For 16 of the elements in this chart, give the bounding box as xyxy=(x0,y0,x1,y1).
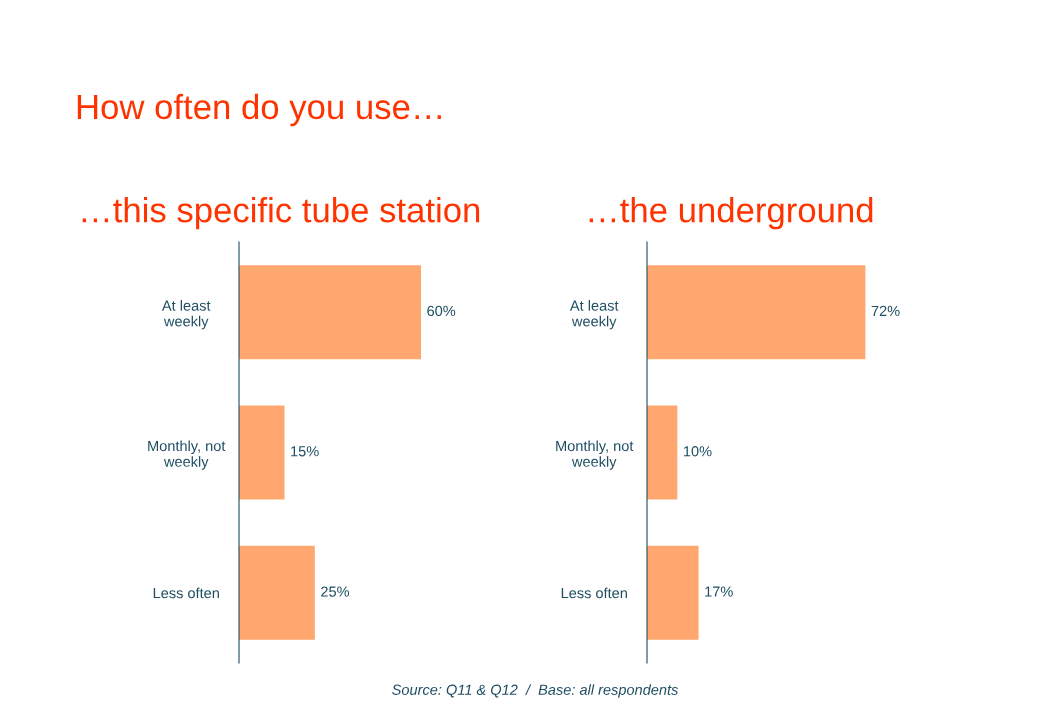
y-tick-label: Less often xyxy=(561,587,627,599)
data-label: 10% xyxy=(684,446,712,457)
data-label: 60% xyxy=(427,305,456,317)
y-tick-label: At least weekly xyxy=(161,300,211,330)
source-note: Source: Q11 & Q12 / Base: all respondents xyxy=(392,684,679,698)
data-label: 25% xyxy=(321,586,350,597)
data-label: 72% xyxy=(871,305,900,317)
y-tick-label: Monthly, not weekly xyxy=(556,440,634,470)
data-label: 15% xyxy=(291,446,319,457)
data-label: 17% xyxy=(705,586,733,597)
text: How often do you use… xyxy=(77,93,441,127)
y-tick-label: At least weekly xyxy=(569,300,619,330)
chart-title: …the underground xyxy=(589,197,873,230)
chart-title: …this specific tube station xyxy=(82,197,480,230)
y-tick-label: Less often xyxy=(153,587,219,599)
y-tick-label: Monthly, not weekly xyxy=(148,440,226,470)
